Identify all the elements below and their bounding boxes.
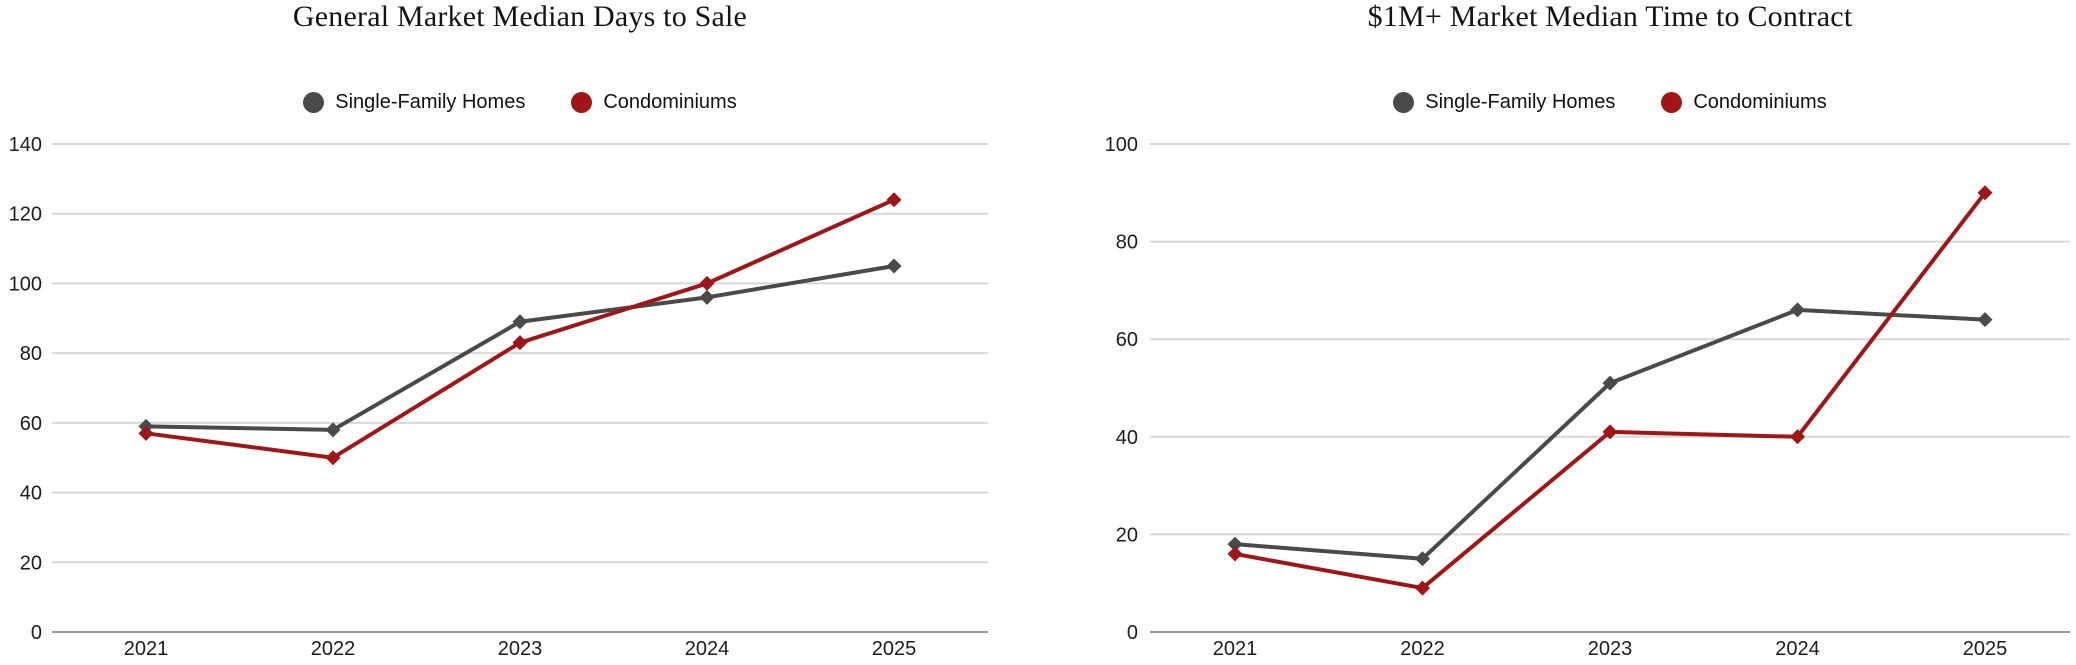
y-tick-label: 0 [1127, 622, 1138, 644]
legend-dot-single-family-icon [1393, 91, 1415, 113]
x-tick-label: 2021 [1213, 638, 1258, 660]
y-tick-label: 100 [9, 273, 42, 295]
chart-legend: Single-Family Homes Condominiums [1150, 88, 2070, 116]
data-point-marker-1 [512, 335, 528, 351]
data-point-marker-0 [1415, 551, 1430, 567]
chart-plot-area: 0 20 40 60 80 100 2021 2022 2023 2024 2025 [1105, 134, 2070, 660]
data-point-marker-0 [1227, 536, 1243, 552]
x-tick-label: 2022 [1400, 638, 1445, 660]
data-point-marker-1 [138, 425, 154, 441]
data-point-marker-0 [325, 422, 341, 438]
y-tick-label: 80 [20, 343, 42, 365]
data-point-marker-0 [699, 289, 715, 305]
y-tick-label: 120 [9, 204, 42, 226]
y-tick-label: 60 [20, 413, 42, 435]
x-tick-label: 2024 [685, 638, 730, 660]
legend-label: Single-Family Homes [335, 90, 526, 113]
y-tick-label: 0 [31, 622, 42, 644]
data-point-marker-1 [1415, 580, 1430, 596]
legend-item-single-family: Single-Family Homes [303, 91, 525, 114]
data-point-marker-1 [325, 450, 341, 466]
legend-dot-condominiums-icon [1661, 91, 1683, 113]
data-point-marker-1 [886, 192, 902, 208]
y-tick-label: 20 [1116, 524, 1138, 546]
y-tick-label: 100 [1105, 134, 1138, 156]
x-tick-label: 2024 [1775, 638, 1820, 660]
chart-title: $1M+ Market Median Time to Contract [1367, 0, 1853, 33]
x-tick-label: 2021 [124, 638, 169, 660]
legend-dot-single-family-icon [303, 91, 325, 113]
legend-label: Condominiums [1693, 90, 1827, 113]
y-tick-label: 20 [20, 552, 42, 574]
data-point-marker-0 [512, 314, 528, 330]
x-tick-label: 2023 [498, 638, 543, 660]
data-point-marker-0 [1602, 375, 1618, 391]
y-tick-label: 40 [1116, 427, 1138, 449]
data-point-marker-0 [886, 258, 902, 274]
x-tick-label: 2025 [1963, 638, 2008, 660]
legend-item-condominiums: Condominiums [571, 90, 737, 114]
data-point-marker-1 [1227, 546, 1243, 562]
chart-general-market: General Market Median Days to Sale Singl… [9, 0, 988, 660]
chart-plot-area: 0 20 40 60 80 100 120 140 2021 2022 2023 2024 2025 [9, 134, 988, 660]
legend-label: Condominiums [603, 90, 737, 113]
chart-title: General Market Median Days to Sale [292, 0, 748, 33]
legend-item-condominiums: Condominiums [1661, 90, 1827, 114]
chart-legend: Single-Family Homes Condominiums [52, 88, 988, 116]
legend-dot-condominiums-icon [571, 91, 593, 113]
legend-item-single-family: Single-Family Homes [1393, 91, 1615, 114]
chart-luxury-market: $1M+ Market Median Time to Contract Sing… [1038, 0, 2076, 665]
data-point-marker-1 [1790, 429, 1805, 445]
y-tick-label: 60 [1116, 329, 1138, 351]
y-tick-label: 40 [20, 483, 42, 505]
data-point-marker-1 [699, 275, 715, 291]
y-tick-label: 80 [1116, 232, 1138, 254]
x-tick-label: 2025 [872, 638, 917, 660]
data-point-marker-0 [1977, 312, 1993, 328]
data-point-marker-1 [1602, 424, 1618, 440]
legend-label: Single-Family Homes [1425, 90, 1616, 113]
y-tick-label: 140 [9, 134, 42, 156]
data-point-marker-1 [1977, 185, 1993, 201]
data-point-marker-0 [1790, 302, 1805, 318]
x-tick-label: 2022 [311, 638, 356, 660]
x-tick-label: 2023 [1588, 638, 1633, 660]
